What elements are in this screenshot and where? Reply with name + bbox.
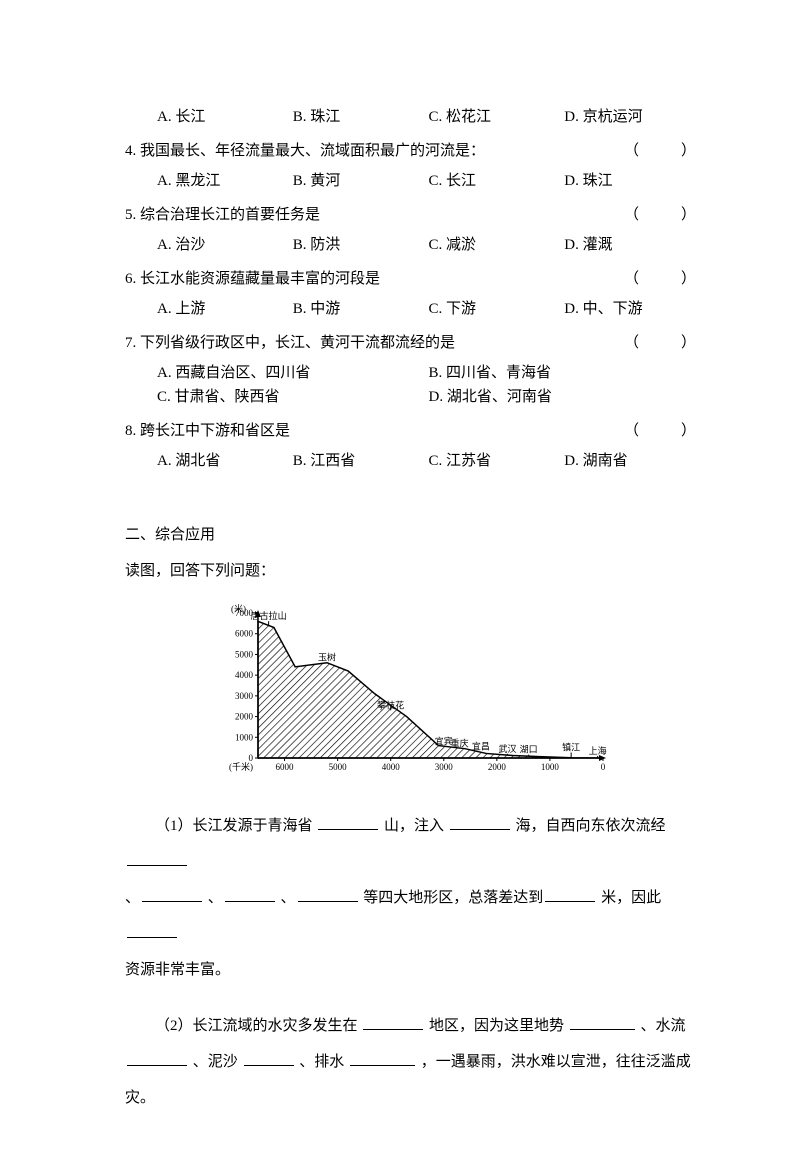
svg-text:4000: 4000 [381,762,400,772]
blank[interactable] [350,1051,415,1066]
section-2-instr: 读图，回答下列问题： [125,559,700,583]
blank[interactable] [142,887,202,902]
f1-t1: 山，注入 [384,818,448,834]
q4-opt-d[interactable]: D. 珠江 [564,169,700,193]
q6-paren[interactable]: （ ） [624,267,700,291]
svg-text:5000: 5000 [328,762,347,772]
svg-text:2000: 2000 [235,712,254,722]
q4-paren[interactable]: （ ） [624,139,700,163]
q8-opt-a[interactable]: A. 湖北省 [157,449,293,473]
question-3-options: A. 长江 B. 珠江 C. 松花江 D. 京杭运河 [125,105,700,129]
f2-t4: 、排水 [299,1054,348,1070]
question-4: 4. 我国最长、年径流量最大、流域面积最广的河流是： （ ） A. 黑龙江 B.… [125,139,700,193]
section-2-title: 二、综合应用 [125,523,700,547]
fill-question-1-end: 资源非常丰富。 [125,952,700,988]
q4-stem: 4. 我国最长、年径流量最大、流域面积最广的河流是： [125,143,485,159]
blank[interactable] [127,1051,187,1066]
q4-opt-c[interactable]: C. 长江 [429,169,565,193]
svg-text:6000: 6000 [235,629,254,639]
svg-text:重庆: 重庆 [450,738,468,749]
q5-stem: 5. 综合治理长江的首要任务是 [125,207,320,223]
question-5: 5. 综合治理长江的首要任务是 （ ） A. 治沙 B. 防洪 C. 减淤 D.… [125,203,700,257]
f2-t0: （2）长江流域的水灾多发生在 [155,1018,361,1034]
f1-t8: 资源非常丰富。 [125,962,230,978]
q7-stem: 7. 下列省级行政区中，长江、黄河干流都流经的是 [125,335,455,351]
f2-t3: 、泥沙 [193,1054,242,1070]
svg-text:2000: 2000 [487,762,506,772]
fill-question-1-cont: 、 、 、 等四大地形区，总落差达到 米，因此 [125,880,700,952]
svg-text:(米): (米) [231,603,246,614]
q8-opt-d[interactable]: D. 湖南省 [564,449,700,473]
blank[interactable] [363,1015,423,1030]
svg-text:湖口: 湖口 [519,745,537,755]
question-6: 6. 长江水能资源蕴藏量最丰富的河段是 （ ） A. 上游 B. 中游 C. 下… [125,267,700,321]
q6-opt-b[interactable]: B. 中游 [293,297,429,321]
q5-opt-a[interactable]: A. 治沙 [157,233,293,257]
svg-text:4000: 4000 [235,670,254,680]
q3-opt-a[interactable]: A. 长江 [157,105,293,129]
f1-t2: 海，自西向东依次流经 [516,818,666,834]
f1-t3: 、 [125,890,140,906]
q3-opt-c[interactable]: C. 松花江 [429,105,565,129]
svg-text:1000: 1000 [540,762,559,772]
svg-text:武汉: 武汉 [498,743,516,754]
blank[interactable] [225,887,275,902]
svg-text:玉树: 玉树 [317,652,335,663]
q7-opt-a[interactable]: A. 西藏自治区、四川省 [157,361,429,385]
q3-opt-b[interactable]: B. 珠江 [293,105,429,129]
q6-stem: 6. 长江水能资源蕴藏量最丰富的河段是 [125,271,380,287]
q5-opt-b[interactable]: B. 防洪 [293,233,429,257]
q7-paren[interactable]: （ ） [624,331,700,355]
q5-paren[interactable]: （ ） [624,203,700,227]
svg-text:(千米): (千米) [229,761,253,772]
q7-opt-d[interactable]: D. 湖北省、河南省 [429,385,701,409]
blank[interactable] [570,1015,635,1030]
f1-t7: 米，因此 [601,890,661,906]
q7-opt-c[interactable]: C. 甘肃省、陕西省 [157,385,429,409]
f1-t4: 、 [208,890,223,906]
q5-opt-d[interactable]: D. 灌溉 [564,233,700,257]
blank[interactable] [450,815,510,830]
elevation-profile-chart: 01000200030004000500060007000(米)01000200… [125,603,700,778]
q8-paren[interactable]: （ ） [624,419,700,443]
q8-stem: 8. 跨长江中下游和省区是 [125,423,290,439]
question-8: 8. 跨长江中下游和省区是 （ ） A. 湖北省 B. 江西省 C. 江苏省 D… [125,419,700,473]
q6-opt-d[interactable]: D. 中、下游 [564,297,700,321]
svg-text:3000: 3000 [434,762,453,772]
f2-t2: 、水流 [641,1018,686,1034]
svg-text:5000: 5000 [235,649,254,659]
question-7: 7. 下列省级行政区中，长江、黄河干流都流经的是 （ ） A. 西藏自治区、四川… [125,331,700,409]
svg-text:0: 0 [600,762,605,772]
f1-t5: 、 [281,890,296,906]
fill-question-1: （1）长江发源于青海省 山，注入 海，自西向东依次流经 [125,808,700,880]
blank[interactable] [545,887,595,902]
blank[interactable] [127,923,177,938]
blank[interactable] [244,1051,294,1066]
q8-opt-b[interactable]: B. 江西省 [293,449,429,473]
blank[interactable] [127,851,187,866]
svg-text:攀枝花: 攀枝花 [377,699,404,710]
svg-text:镇江: 镇江 [562,742,580,753]
q6-opt-a[interactable]: A. 上游 [157,297,293,321]
fill-question-2-cont: 、泥沙 、排水 ，一遇暴雨，洪水难以宣泄，往往泛滥成灾。 [125,1044,700,1116]
f2-t1: 地区，因为这里地势 [429,1018,568,1034]
svg-text:唐古拉山: 唐古拉山 [250,610,286,621]
q7-opt-b[interactable]: B. 四川省、青海省 [429,361,701,385]
fill-question-2: （2）长江流域的水灾多发生在 地区，因为这里地势 、水流 [125,1008,700,1044]
blank[interactable] [298,887,358,902]
svg-text:上海: 上海 [588,745,606,756]
q8-opt-c[interactable]: C. 江苏省 [429,449,565,473]
svg-text:1000: 1000 [235,732,254,742]
q5-opt-c[interactable]: C. 减淤 [429,233,565,257]
f1-t0: （1）长江发源于青海省 [155,818,316,834]
q6-opt-c[interactable]: C. 下游 [429,297,565,321]
svg-text:3000: 3000 [235,691,254,701]
blank[interactable] [318,815,378,830]
q4-opt-b[interactable]: B. 黄河 [293,169,429,193]
svg-text:6000: 6000 [275,762,294,772]
f1-t6: 等四大地形区，总落差达到 [363,890,543,906]
q3-opt-d[interactable]: D. 京杭运河 [564,105,700,129]
svg-text:宜昌: 宜昌 [471,741,489,752]
q4-opt-a[interactable]: A. 黑龙江 [157,169,293,193]
